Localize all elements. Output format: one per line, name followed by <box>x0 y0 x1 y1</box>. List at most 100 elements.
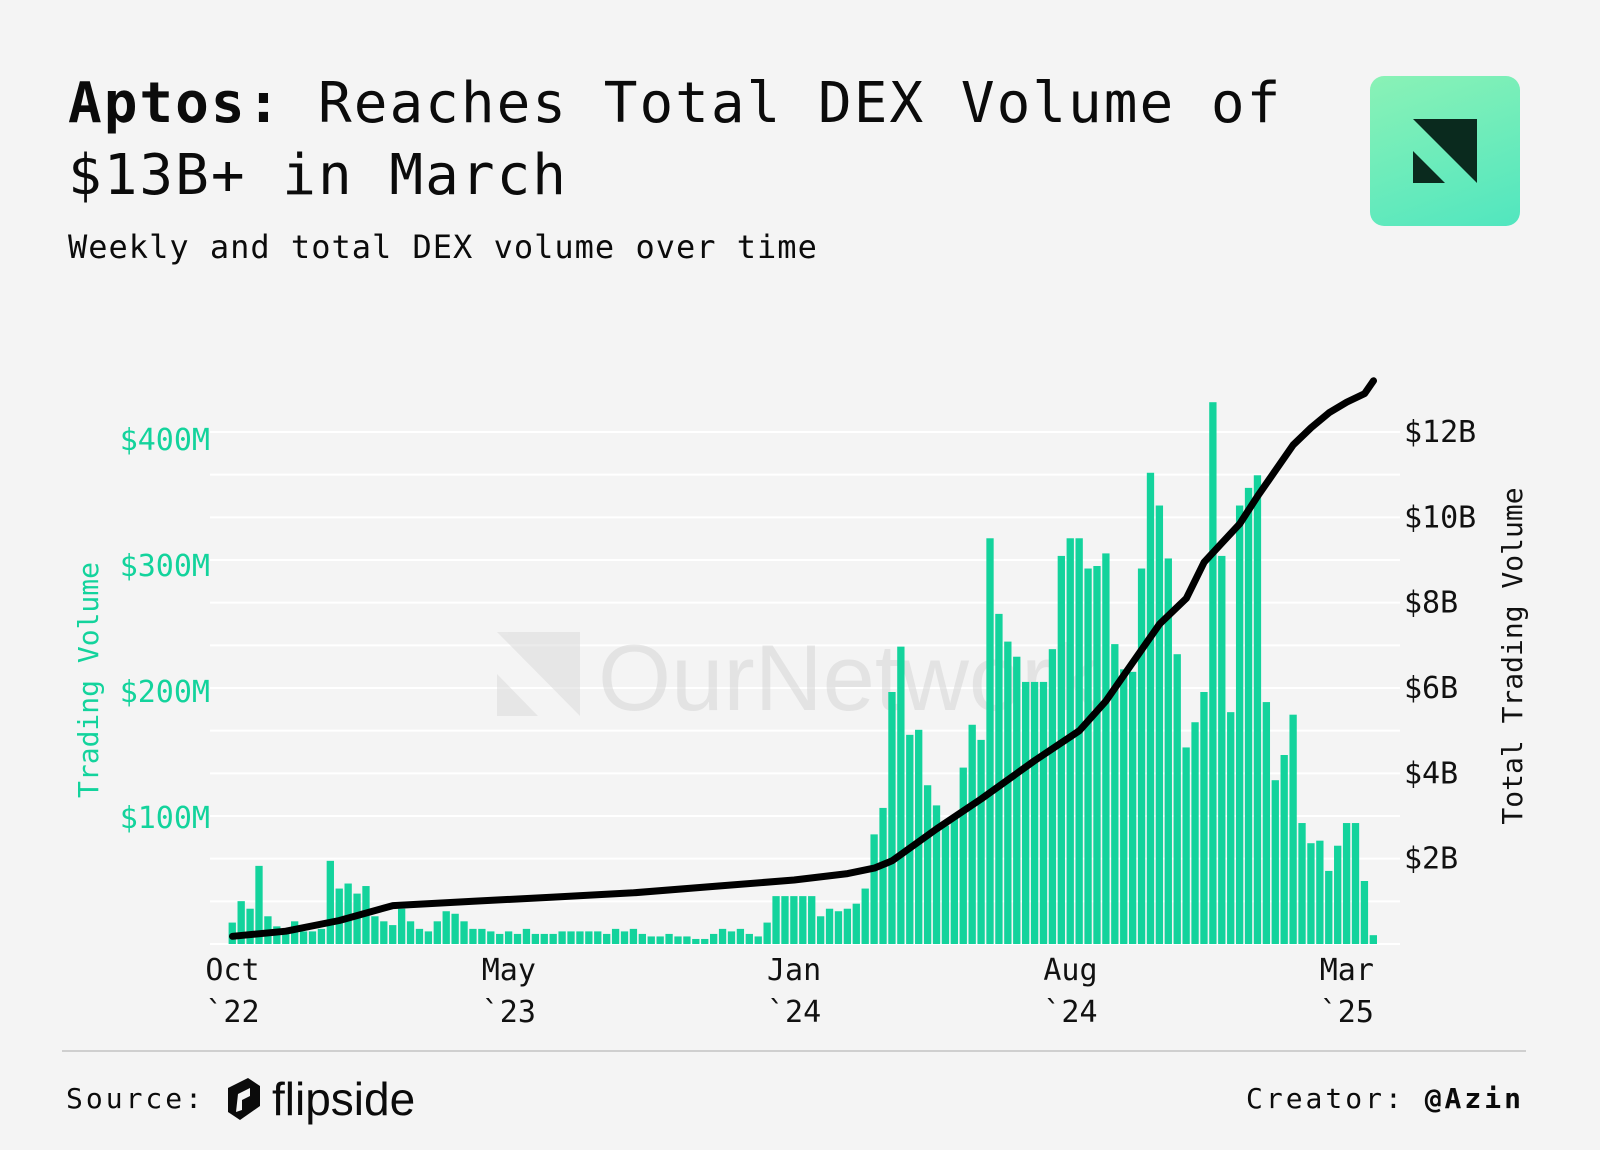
volume-bar <box>638 933 646 944</box>
footer-divider <box>62 1050 1526 1052</box>
left-axis-tick-label: $400M <box>120 423 210 458</box>
volume-bar <box>941 825 950 944</box>
right-axis-tick-label: $6B <box>1404 671 1458 706</box>
right-axis: Total Trading Volume $2B $4B $6B $8B $10B $12… <box>1404 415 1529 877</box>
volume-bar <box>834 911 843 944</box>
volume-bar <box>763 922 771 944</box>
volume-bar <box>469 928 477 944</box>
right-axis-tick-label: $12B <box>1404 415 1476 450</box>
volume-bar <box>1013 656 1021 944</box>
watermark-logo-icon-part <box>497 674 538 716</box>
volume-bar <box>611 928 620 944</box>
volume-bar <box>531 933 540 944</box>
volume-bar <box>959 767 967 944</box>
volume-bar <box>709 933 718 944</box>
x-axis-tick-year: `25 <box>1320 995 1374 1030</box>
volume-bar <box>1146 472 1155 944</box>
volume-bar <box>923 785 932 944</box>
title-rest: Reaches Total DEX Volume of $13B+ in Mar… <box>68 71 1283 208</box>
flipside-logo-icon <box>228 1078 260 1120</box>
volume-bar <box>665 933 673 944</box>
volume-bar <box>496 933 504 944</box>
volume-bar <box>968 724 976 944</box>
volume-bar <box>781 896 789 944</box>
source-label: Source: <box>66 1082 206 1115</box>
volume-bar <box>879 807 887 944</box>
total-volume-line <box>229 377 1377 940</box>
volume-bar <box>406 921 415 944</box>
volume-bar <box>1307 843 1315 944</box>
volume-bar <box>620 931 629 944</box>
volume-bar <box>718 928 727 944</box>
right-axis-tick-label: $8B <box>1404 586 1458 621</box>
volume-bar <box>576 931 584 944</box>
volume-bar <box>790 896 798 944</box>
volume-bar <box>1227 712 1235 944</box>
volume-bar <box>540 933 548 944</box>
volume-bar <box>915 729 923 944</box>
volume-bar <box>1253 475 1262 944</box>
volume-bar <box>567 931 575 944</box>
volume-bar <box>371 916 379 944</box>
right-axis-title: Total Trading Volume <box>1496 487 1529 824</box>
volume-bar <box>1280 755 1288 944</box>
left-axis-title: Trading Volume <box>72 562 105 798</box>
creator-handle: @Azin <box>1424 1082 1524 1115</box>
volume-bar <box>335 888 343 944</box>
right-axis-tick-label: $10B <box>1404 500 1476 535</box>
volume-bar <box>460 921 468 944</box>
volume-bar <box>389 925 397 944</box>
volume-bar <box>1004 641 1012 944</box>
volume-bar <box>986 538 994 944</box>
volume-bar <box>317 928 326 944</box>
left-axis: Trading Volume $100M $200M $300M $400M <box>72 423 210 836</box>
volume-bar <box>1137 568 1146 944</box>
volume-bar <box>594 931 602 944</box>
volume-bar <box>1235 505 1244 944</box>
volume-bar <box>380 921 388 944</box>
total-volume-polyline <box>229 377 1377 940</box>
volume-bar <box>1209 402 1217 944</box>
volume-bar <box>692 938 700 944</box>
x-axis-tick-label: Jan <box>767 953 821 988</box>
volume-bar <box>852 903 860 944</box>
volume-bar <box>950 818 959 944</box>
volume-bar <box>1030 681 1039 944</box>
volume-bar <box>736 928 745 944</box>
volume-bar <box>995 613 1003 944</box>
volume-bar <box>255 865 263 944</box>
volume-bar <box>977 739 985 944</box>
volume-bar <box>906 734 914 944</box>
volume-bar <box>1200 692 1208 944</box>
volume-bar <box>504 931 513 944</box>
volume-bar <box>424 931 433 944</box>
source-name: flipside <box>272 1073 416 1125</box>
volume-bar <box>1342 823 1351 944</box>
page-title: Aptos: Reaches Total DEX Volume of $13B+… <box>68 68 1308 212</box>
volume-bar <box>451 913 459 944</box>
volume-bar <box>549 933 557 944</box>
volume-bar <box>799 896 807 944</box>
volume-bar <box>246 908 254 944</box>
volume-bar <box>1048 649 1057 944</box>
volume-bar <box>344 883 352 944</box>
x-axis-tick-label: Oct <box>205 953 259 988</box>
volume-bar <box>1066 538 1074 944</box>
volume-bar <box>1173 654 1181 944</box>
page-subtitle: Weekly and total DEX volume over time <box>68 228 818 266</box>
volume-bar <box>647 936 655 944</box>
x-axis-tick-label: Aug <box>1043 953 1097 988</box>
volume-bar <box>478 928 486 944</box>
volume-bar <box>513 933 522 944</box>
title-brand: Aptos: <box>68 71 283 136</box>
x-axis: Oct `22 May `23 Jan `24 Aug `24 Mar `25 <box>205 953 1374 1030</box>
volume-bar <box>1022 681 1030 944</box>
ournetwork-logo-icon <box>1413 119 1477 183</box>
dex-volume-chart: OurNetwork Trading Volume $100M$200M$300… <box>72 377 1529 1030</box>
volume-bar <box>1164 558 1172 944</box>
volume-bar <box>808 896 816 944</box>
creator-label: Creator: <box>1245 1082 1405 1115</box>
volume-bar <box>825 908 834 944</box>
volume-bar <box>558 931 566 944</box>
volume-bar <box>683 936 691 944</box>
